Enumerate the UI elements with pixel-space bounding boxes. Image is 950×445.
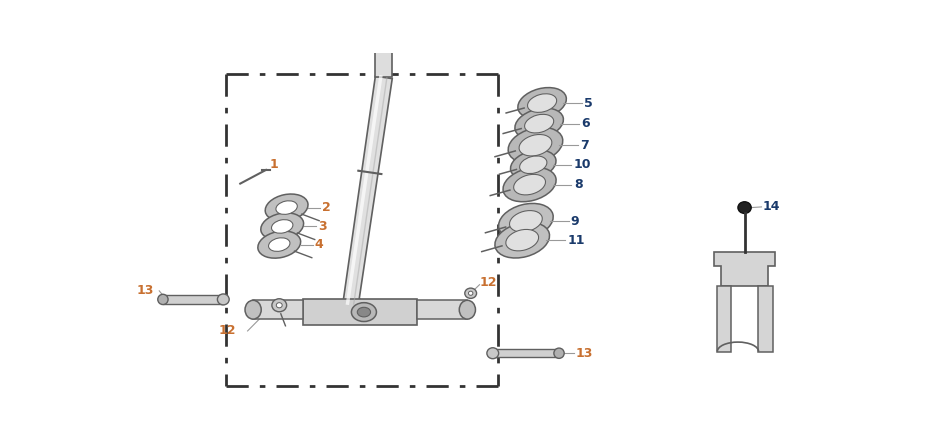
Ellipse shape — [520, 156, 547, 174]
Text: 4: 4 — [314, 238, 324, 251]
Text: 12: 12 — [480, 276, 497, 289]
Ellipse shape — [518, 88, 566, 118]
Ellipse shape — [510, 150, 556, 179]
Text: 3: 3 — [318, 220, 327, 233]
Ellipse shape — [554, 348, 564, 358]
Ellipse shape — [514, 174, 545, 195]
Text: 5: 5 — [584, 97, 593, 109]
Ellipse shape — [505, 230, 539, 251]
Ellipse shape — [519, 134, 552, 156]
Text: 1: 1 — [270, 158, 278, 171]
FancyBboxPatch shape — [716, 287, 732, 352]
Ellipse shape — [261, 213, 304, 240]
Ellipse shape — [276, 303, 282, 308]
Text: 2: 2 — [322, 201, 331, 214]
Ellipse shape — [158, 294, 168, 304]
Text: 13: 13 — [137, 284, 154, 297]
Text: 14: 14 — [763, 200, 781, 214]
Ellipse shape — [524, 114, 554, 133]
Text: 11: 11 — [567, 234, 584, 247]
FancyBboxPatch shape — [417, 300, 467, 319]
FancyBboxPatch shape — [163, 295, 223, 303]
FancyBboxPatch shape — [253, 300, 303, 319]
FancyBboxPatch shape — [303, 299, 417, 325]
Ellipse shape — [352, 303, 376, 322]
FancyBboxPatch shape — [758, 287, 772, 352]
Polygon shape — [713, 252, 775, 287]
Text: 13: 13 — [576, 347, 593, 360]
Ellipse shape — [738, 202, 751, 214]
Ellipse shape — [515, 108, 563, 139]
FancyBboxPatch shape — [493, 349, 559, 357]
Text: 10: 10 — [574, 158, 591, 171]
Polygon shape — [343, 76, 392, 305]
Ellipse shape — [465, 288, 477, 299]
Ellipse shape — [276, 201, 297, 214]
FancyBboxPatch shape — [375, 50, 392, 77]
Text: 8: 8 — [574, 178, 582, 191]
Ellipse shape — [487, 348, 499, 359]
Ellipse shape — [499, 203, 553, 239]
Ellipse shape — [504, 167, 556, 202]
Ellipse shape — [257, 231, 300, 258]
Text: 6: 6 — [581, 117, 590, 130]
Ellipse shape — [272, 299, 287, 312]
Text: 9: 9 — [571, 215, 579, 228]
Ellipse shape — [272, 220, 293, 233]
Ellipse shape — [509, 210, 542, 232]
Ellipse shape — [508, 127, 562, 163]
Ellipse shape — [495, 222, 549, 258]
Ellipse shape — [265, 194, 308, 221]
Ellipse shape — [527, 94, 557, 113]
Text: 7: 7 — [580, 139, 589, 152]
Ellipse shape — [459, 300, 475, 319]
Ellipse shape — [245, 300, 261, 319]
Text: 12: 12 — [218, 324, 236, 337]
Ellipse shape — [269, 238, 290, 251]
Ellipse shape — [218, 294, 229, 305]
Ellipse shape — [468, 291, 473, 295]
Ellipse shape — [357, 307, 370, 317]
